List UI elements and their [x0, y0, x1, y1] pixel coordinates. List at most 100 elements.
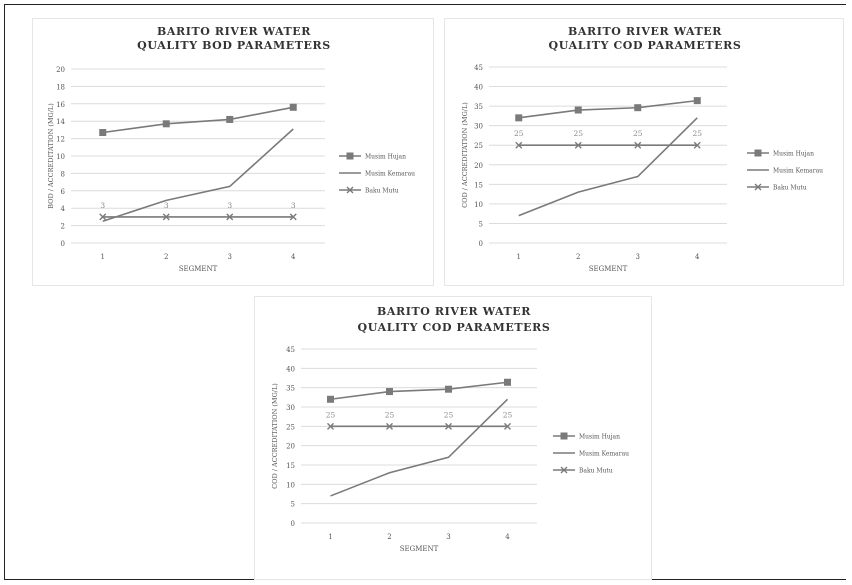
chart2-legend-label: Baku Mutu — [773, 185, 807, 192]
chart1-point-baku-mutu — [289, 213, 297, 221]
chart2-y-tick-label: 45 — [474, 64, 483, 72]
chart2-point-musim-hujan — [515, 114, 523, 122]
chart1-y-tick-label: 10 — [56, 153, 65, 161]
chart1-legend-marker — [346, 152, 354, 160]
chart3-x-tick-label: 3 — [446, 533, 450, 541]
chart1-series-musim-hujan — [99, 103, 297, 137]
chart3-point-musim-hujan — [386, 388, 393, 396]
chart1-series-musim-kemarau — [102, 128, 294, 223]
chart2-point-baku-mutu — [574, 141, 582, 149]
chart2-y-tick-label: 40 — [474, 84, 483, 92]
chart2-point-musim-hujan — [574, 106, 582, 114]
chart1-point-musim-hujan — [162, 120, 170, 128]
chart2-point-baku-mutu — [634, 141, 642, 149]
chart3-y-tick-label: 35 — [286, 385, 295, 393]
chart1-point-baku-mutu — [226, 213, 234, 221]
chart2-legend-marker — [754, 183, 762, 191]
chart2-x-tick-label: 1 — [517, 253, 521, 261]
chart1-point-baku-mutu — [99, 213, 107, 221]
chart2-legend-label: Musim Kemarau — [773, 168, 823, 175]
chart3-data-label-baku-mutu: 25 — [385, 410, 395, 419]
chart3-x-tick-label: 2 — [387, 533, 391, 541]
chart3-legend-label: Musim Hujan — [579, 434, 620, 441]
chart1-y-tick-label: 4 — [61, 205, 66, 213]
chart2-data-label-baku-mutu: 25 — [514, 129, 524, 138]
chart1-y-tick-label: 14 — [56, 118, 65, 126]
chart3-x-tick-label: 4 — [505, 533, 510, 541]
chart1-data-label-baku-mutu: 3 — [100, 201, 105, 210]
chart3-data-label-baku-mutu: 25 — [503, 410, 513, 419]
chart1-point-baku-mutu — [162, 213, 170, 221]
chart3-title-line-1: BARITO RIVER WATER — [377, 305, 531, 318]
chart2-y-tick-label: 30 — [474, 123, 483, 131]
chart1-legend-item-musim-hujan: Musim Hujan — [339, 152, 406, 161]
chart3-y-axis-label: COD / ACCREDITATION (MG/L) — [271, 383, 279, 489]
chart2-series-musim-kemarau — [518, 117, 698, 217]
chart2-y-tick-label: 35 — [474, 103, 483, 111]
chart3-y-tick-label: 40 — [286, 365, 295, 373]
chart1-series-baku-mutu: 3 3 3 3 — [99, 201, 297, 221]
chart1-legend-item-musim-kemarau: Musim Kemarau — [339, 171, 415, 178]
chart2-x-tick-label: 3 — [636, 253, 640, 261]
chart1-x-axis-label: SEGMENT — [179, 265, 218, 273]
chart3-y-tick-label: 45 — [286, 346, 295, 354]
chart3-point-baku-mutu — [327, 422, 334, 430]
chart2-line-musim-hujan — [518, 99, 698, 119]
chart1-x-tick-label: 3 — [228, 253, 232, 261]
chart2-point-musim-hujan — [693, 97, 701, 105]
chart3-point-baku-mutu — [504, 422, 511, 430]
chart3-legend-item-baku-mutu: Baku Mutu — [553, 466, 613, 475]
chart1-data-label-baku-mutu: 3 — [291, 201, 296, 210]
chart2-legend-item-musim-hujan: Musim Hujan — [747, 149, 814, 158]
chart1-legend-label: Musim Kemarau — [365, 171, 415, 178]
chart2-legend-item-musim-kemarau: Musim Kemarau — [747, 168, 823, 175]
chart3-legend-item-musim-kemarau: Musim Kemarau — [553, 451, 629, 458]
chart3-series-musim-kemarau — [330, 398, 509, 497]
chart-panel-bod: BARITO RIVER WATER QUALITY BOD PARAMETERS… — [32, 18, 434, 286]
chart3-data-label-baku-mutu: 25 — [326, 410, 336, 419]
chart2-legend-marker — [754, 149, 762, 157]
chart3-y-tick-label: 15 — [286, 462, 295, 470]
chart3-y-tick-label: 25 — [286, 423, 295, 431]
chart1-point-musim-hujan — [99, 129, 107, 137]
chart3-point-baku-mutu — [386, 422, 393, 430]
chart3-point-baku-mutu — [445, 422, 452, 430]
chart3-y-tick-label: 20 — [286, 443, 295, 451]
chart3-x-axis-label: SEGMENT — [400, 545, 439, 553]
chart1-y-tick-label: 18 — [56, 83, 65, 91]
chart2-series-musim-hujan — [515, 97, 701, 122]
chart2-y-axis-label: COD / ACCREDITATION (MG/L) — [461, 102, 469, 208]
chart2-data-label-baku-mutu: 25 — [692, 129, 702, 138]
chart2-point-musim-hujan — [634, 104, 642, 112]
chart3-legend-label: Musim Kemarau — [579, 451, 629, 458]
chart3-series-baku-mutu: 25 25 25 25 — [326, 410, 513, 430]
chart2-legend-label: Musim Hujan — [773, 151, 814, 158]
chart1-y-tick-label: 0 — [61, 240, 65, 248]
chart1-x-tick-label: 4 — [291, 253, 296, 261]
chart2-line-musim-kemarau — [518, 117, 698, 217]
chart3-y-tick-label: 10 — [286, 481, 295, 489]
chart3-line-musim-kemarau — [330, 398, 509, 497]
chart3-point-musim-hujan — [504, 378, 511, 386]
chart1-legend-label: Musim Hujan — [365, 154, 406, 161]
chart1-x-tick-label: 1 — [101, 253, 105, 261]
chart2-y-tick-label: 15 — [474, 181, 483, 189]
chart2-y-tick-label: 20 — [474, 162, 483, 170]
chart1-point-musim-hujan — [289, 103, 297, 111]
chart1-y-tick-label: 20 — [56, 66, 65, 74]
chart2-y-tick-label: 25 — [474, 142, 483, 150]
chart3-data-label-baku-mutu: 25 — [444, 410, 454, 419]
chart2-title-line-2: QUALITY COD PARAMETERS — [549, 39, 742, 52]
chart2-y-tick-label: 5 — [479, 220, 483, 228]
chart1-y-tick-label: 2 — [61, 223, 65, 231]
chart1-legend-item-baku-mutu: Baku Mutu — [339, 186, 399, 195]
chart3-y-tick-label: 5 — [291, 501, 295, 509]
chart3-line-musim-hujan — [330, 381, 508, 401]
chart2-point-baku-mutu — [693, 141, 701, 149]
chart1-point-musim-hujan — [226, 115, 234, 123]
chart1-line-musim-hujan — [102, 106, 294, 134]
chart-panel-cod-bottom: BARITO RIVER WATER QUALITY COD PARAMETERS… — [254, 296, 652, 580]
chart-svg-cod-bottom: BARITO RIVER WATER QUALITY COD PARAMETERS… — [271, 305, 629, 553]
chart2-data-label-baku-mutu: 25 — [633, 129, 643, 138]
